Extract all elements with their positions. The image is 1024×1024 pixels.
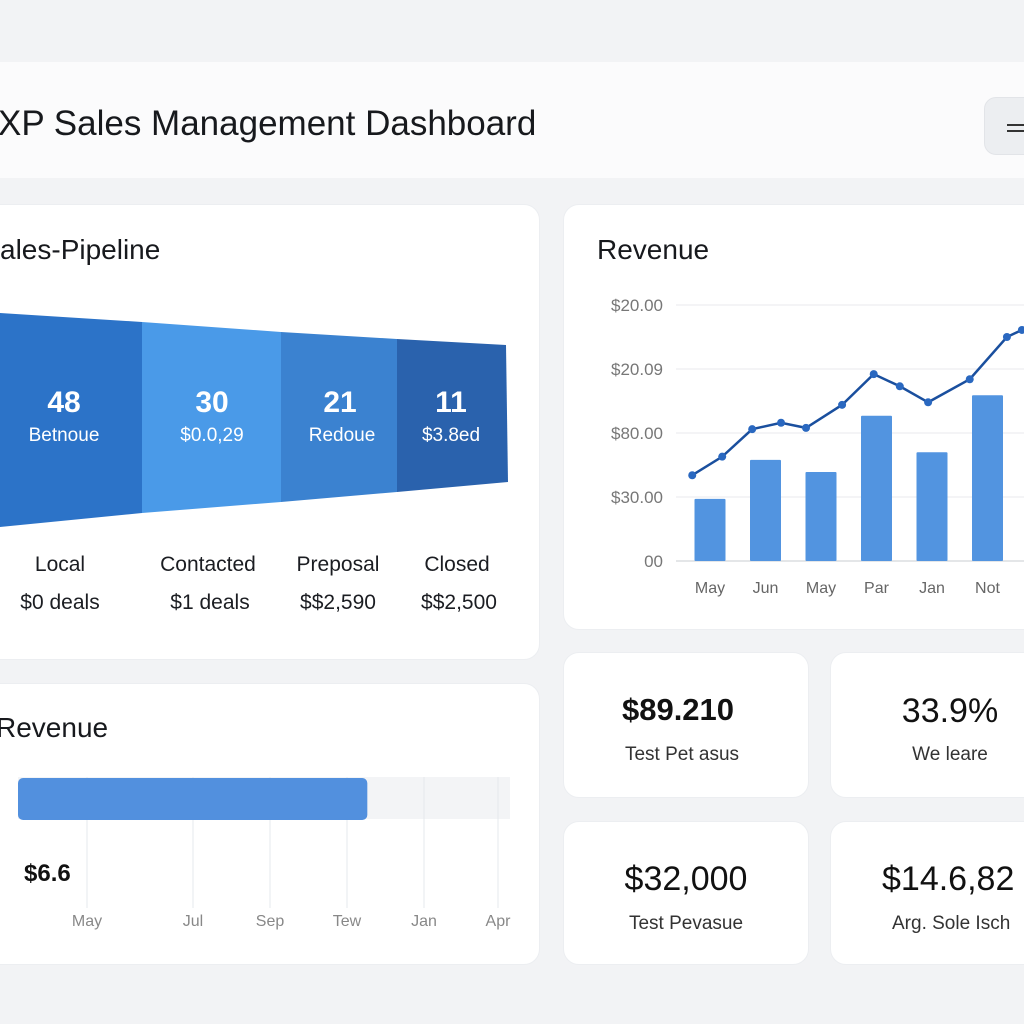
revenue-chart-title: Revenue [597, 234, 710, 265]
stage-label: Local [34, 553, 86, 576]
trend-point [869, 370, 878, 379]
x-tick-label: Not [975, 580, 1000, 597]
funnel-segment-lead[interactable] [0, 313, 142, 527]
revenue-horizontal-bar-chart: May Jul Sep Tew Jan Apr [18, 777, 512, 930]
revenue-bar [916, 452, 948, 561]
x-tick-label: Jul [183, 913, 203, 930]
stage-label: Preposal [296, 553, 380, 576]
kpi-value: $89.210 [621, 692, 735, 727]
x-tick-label: May [72, 913, 102, 930]
revenue-bar [861, 415, 892, 561]
revenue-combo-chart: 00 $30.00 $80.00 $20.09 $20.00 May Jun May Par Ja… [611, 296, 1024, 597]
trend-point [718, 452, 727, 461]
segment-count: 48 [47, 386, 81, 419]
trend-point [895, 382, 904, 391]
stage-label: Contacted [160, 553, 256, 576]
x-tick-label: May [806, 580, 836, 597]
x-tick-label: Jan [919, 580, 945, 597]
segment-sub: Betnoue [28, 425, 100, 446]
y-tick-label: $20.00 [611, 296, 663, 315]
x-tick-label: Par [864, 580, 890, 597]
revenue-bar [805, 472, 837, 561]
header-bar [0, 62, 1024, 178]
segment-count: 30 [195, 386, 229, 419]
y-tick-label: $30.00 [611, 488, 663, 507]
kpi-card[interactable] [563, 821, 809, 965]
stage-value: $0 deals [20, 591, 100, 614]
segment-sub: $3.8ed [421, 425, 481, 446]
x-tick-label: Jun [753, 580, 779, 597]
segment-count: 21 [323, 386, 357, 419]
trend-point [1002, 333, 1011, 341]
trend-point [838, 400, 847, 409]
revenue-bar [694, 498, 726, 561]
y-tick-label: $20.09 [611, 360, 663, 379]
revenue-progress-bar [18, 778, 368, 820]
x-tick-label: Apr [486, 913, 512, 930]
kpi-label: Arg. Sole Isch [892, 913, 1011, 934]
segment-sub: $0.0,29 [180, 425, 244, 446]
stage-value: $1 deals [170, 591, 250, 614]
revenue-bar [972, 395, 1003, 561]
kpi-card[interactable] [830, 821, 1024, 965]
y-tick-label: 00 [644, 552, 663, 571]
segment-sub: Redoue [308, 425, 376, 446]
trend-point [924, 398, 933, 407]
kpi-label: Test Pet asus [624, 744, 740, 765]
pipeline-funnel [0, 313, 508, 527]
trend-point [688, 471, 697, 480]
kpi-card[interactable] [830, 652, 1024, 798]
x-tick-label: Jan [411, 913, 437, 930]
stage-label: Closed [424, 553, 490, 576]
hamburger-icon [1007, 124, 1024, 126]
kpi-label: Test Pevasue [628, 913, 744, 934]
kpi-value: $14.6,82 [882, 860, 1015, 898]
stage-value: $$2,500 [421, 591, 497, 614]
kpi-value: 33.9% [901, 692, 999, 730]
revenue-progress-title: Revenue [0, 712, 109, 743]
x-tick-label: Tew [333, 913, 362, 930]
trend-point [748, 425, 757, 434]
pipeline-title: ales-Pipeline [0, 234, 161, 265]
x-tick-label: May [695, 580, 725, 597]
trend-point [1017, 325, 1024, 334]
funnel-segment-contacted[interactable] [142, 322, 281, 513]
trend-line [691, 328, 1023, 477]
trend-point [802, 423, 811, 432]
menu-button[interactable] [984, 97, 1024, 155]
x-tick-label: Sep [256, 913, 285, 930]
funnel-segment-closed[interactable] [397, 339, 508, 492]
kpi-value: $32,000 [624, 860, 748, 898]
revenue-value-label: $6.6 [24, 860, 71, 887]
revenue-bar [750, 459, 781, 561]
stage-value: $$2,590 [300, 591, 376, 614]
y-tick-label: $80.00 [611, 424, 663, 443]
trend-point [777, 418, 786, 427]
segment-count: 11 [435, 386, 467, 419]
kpi-card[interactable] [563, 652, 809, 798]
trend-point [965, 375, 974, 384]
page-title: XP Sales Management Dashboard [0, 104, 537, 143]
funnel-segment-proposal[interactable] [281, 332, 397, 502]
kpi-label: We leare [912, 744, 988, 765]
